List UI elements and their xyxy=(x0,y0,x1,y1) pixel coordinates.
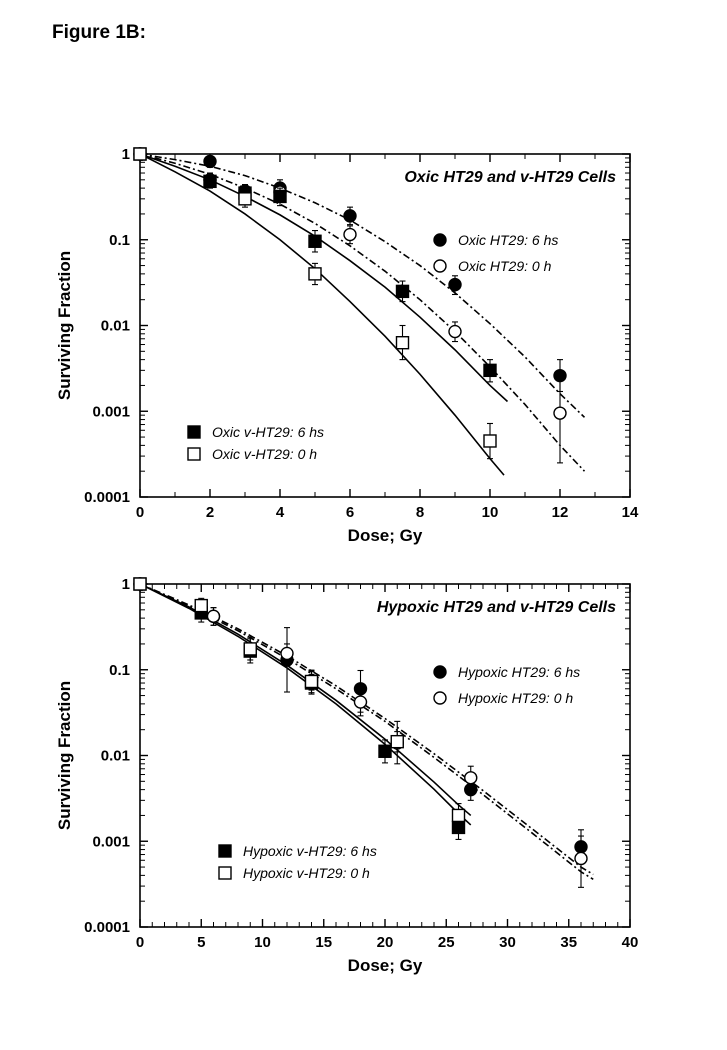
svg-text:Oxic HT29: 6 hs: Oxic HT29: 6 hs xyxy=(458,232,558,248)
svg-text:0.1: 0.1 xyxy=(109,232,130,249)
page: Figure 1B: 02468101214Dose; Gy0.00010.00… xyxy=(0,0,727,1050)
svg-text:40: 40 xyxy=(622,934,639,951)
svg-text:1: 1 xyxy=(122,576,130,593)
svg-text:8: 8 xyxy=(416,504,424,521)
svg-text:Dose; Gy: Dose; Gy xyxy=(348,956,423,975)
svg-text:12: 12 xyxy=(552,504,569,521)
svg-text:10: 10 xyxy=(482,504,499,521)
svg-text:1: 1 xyxy=(122,146,130,163)
figure-caption: Figure 1B: xyxy=(52,22,146,44)
svg-text:0.01: 0.01 xyxy=(101,318,130,335)
svg-text:Oxic HT29 and v-HT29 Cells: Oxic HT29 and v-HT29 Cells xyxy=(404,169,616,186)
svg-text:Oxic HT29: 0 h: Oxic HT29: 0 h xyxy=(458,258,552,274)
svg-text:4: 4 xyxy=(276,504,285,521)
svg-text:Hypoxic HT29: 6 hs: Hypoxic HT29: 6 hs xyxy=(458,664,580,680)
svg-text:0.0001: 0.0001 xyxy=(84,489,130,506)
svg-text:Hypoxic HT29 and v-HT29 Cells: Hypoxic HT29 and v-HT29 Cells xyxy=(377,599,616,616)
svg-text:0.01: 0.01 xyxy=(101,748,130,765)
svg-text:6: 6 xyxy=(346,504,354,521)
svg-text:Surviving Fraction: Surviving Fraction xyxy=(55,681,74,830)
svg-text:5: 5 xyxy=(197,934,205,951)
svg-text:0.0001: 0.0001 xyxy=(84,919,130,936)
svg-text:0.1: 0.1 xyxy=(109,662,130,679)
svg-text:2: 2 xyxy=(206,504,214,521)
svg-text:Dose; Gy: Dose; Gy xyxy=(348,526,423,545)
svg-text:0.001: 0.001 xyxy=(92,833,130,850)
svg-text:25: 25 xyxy=(438,934,455,951)
figure-svg: 02468101214Dose; Gy0.00010.0010.010.11Su… xyxy=(0,0,727,1050)
svg-text:0: 0 xyxy=(136,934,144,951)
svg-text:Hypoxic HT29: 0 h: Hypoxic HT29: 0 h xyxy=(458,690,573,706)
svg-text:14: 14 xyxy=(622,504,639,521)
svg-text:15: 15 xyxy=(315,934,332,951)
svg-text:20: 20 xyxy=(377,934,394,951)
svg-text:10: 10 xyxy=(254,934,271,951)
svg-text:30: 30 xyxy=(499,934,516,951)
svg-text:Hypoxic v-HT29: 6 hs: Hypoxic v-HT29: 6 hs xyxy=(243,843,377,859)
svg-text:0: 0 xyxy=(136,504,144,521)
svg-text:Surviving Fraction: Surviving Fraction xyxy=(55,251,74,400)
svg-text:Oxic v-HT29: 6 hs: Oxic v-HT29: 6 hs xyxy=(212,424,324,440)
svg-text:0.001: 0.001 xyxy=(92,403,130,420)
svg-text:35: 35 xyxy=(560,934,577,951)
svg-text:Oxic v-HT29: 0 h: Oxic v-HT29: 0 h xyxy=(212,446,317,462)
svg-text:Hypoxic v-HT29: 0 h: Hypoxic v-HT29: 0 h xyxy=(243,865,370,881)
